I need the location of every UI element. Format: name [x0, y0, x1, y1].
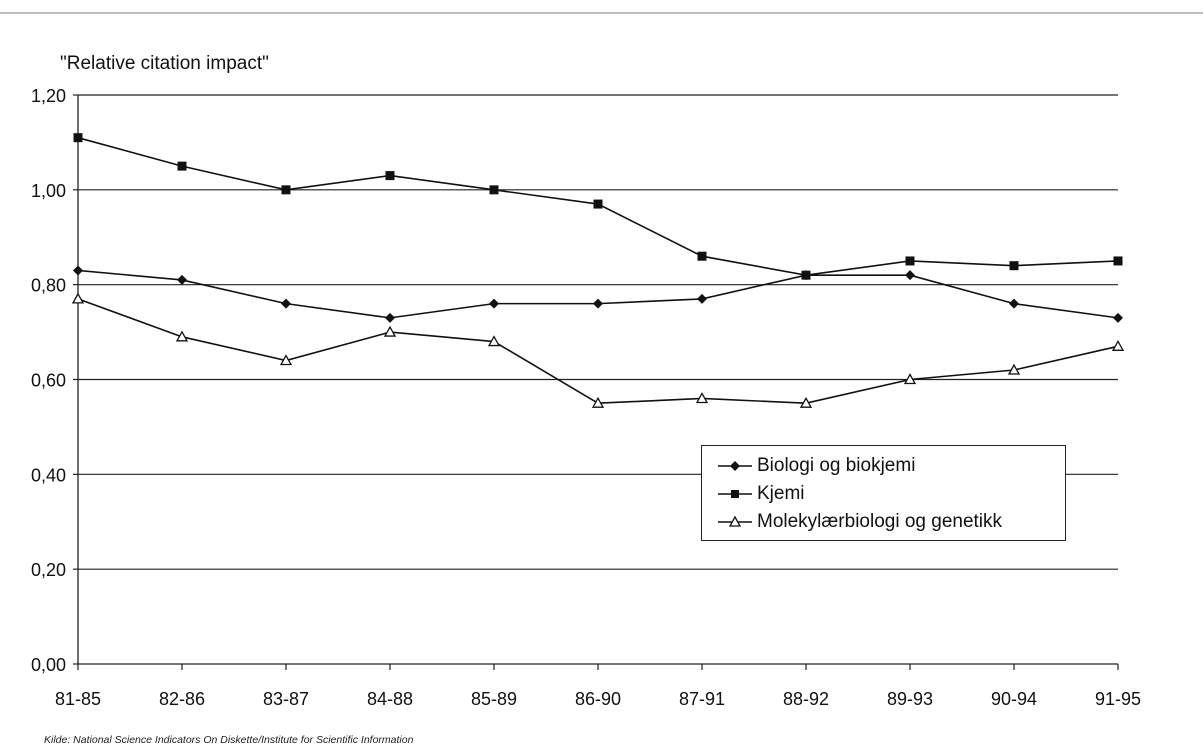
- gridlines: [73, 94, 1119, 670]
- data-point: [489, 298, 499, 309]
- data-point: [697, 251, 707, 261]
- y-tick-label: 0,20: [31, 560, 66, 580]
- data-point: [905, 270, 915, 281]
- data-point: [593, 199, 603, 209]
- x-tick-label: 83-87: [263, 689, 309, 709]
- top-divider: [0, 12, 1203, 14]
- data-point: [799, 396, 813, 408]
- x-tick-label: 86-90: [575, 689, 621, 709]
- y-axis-tick-labels: 0,00 0,20 0,40 0,60 0,80 1,00 1,20: [31, 86, 66, 675]
- chart-title: "Relative citation impact": [60, 53, 269, 74]
- data-point: [1113, 312, 1123, 323]
- x-axis-tick-labels: 81-85 82-86 83-87 84-88 85-89 86-90 87-91 88-92…: [55, 689, 1141, 709]
- series-1: [73, 133, 1123, 280]
- data-point: [905, 256, 915, 266]
- data-point: [175, 330, 189, 342]
- square-marker-icon: [718, 490, 752, 498]
- data-point: [177, 274, 187, 285]
- x-tick-label: 82-86: [159, 689, 205, 709]
- legend-item-biologi: Biologi og biokjemi: [716, 452, 915, 480]
- x-tick-label: 89-93: [887, 689, 933, 709]
- x-tick-label: 88-92: [783, 689, 829, 709]
- data-point: [903, 373, 917, 385]
- x-tick-label: 84-88: [367, 689, 413, 709]
- y-tick-label: 0,60: [31, 371, 66, 391]
- data-point: [279, 354, 293, 366]
- data-point: [73, 133, 83, 143]
- y-tick-label: 0,80: [31, 276, 66, 296]
- series-line: [77, 298, 1119, 405]
- x-tick-label: 87-91: [679, 689, 725, 709]
- data-point: [281, 185, 291, 195]
- legend-item-kjemi: Kjemi: [716, 480, 805, 508]
- legend-label: Biologi og biokjemi: [757, 455, 916, 476]
- x-tick-label: 85-89: [471, 689, 517, 709]
- series-line: [77, 269, 1119, 319]
- data-point: [697, 293, 707, 304]
- legend-item-molekylaerbiologi: Molekylærbiologi og genetikk: [716, 508, 1002, 536]
- data-point: [1009, 298, 1019, 309]
- data-point: [489, 185, 499, 195]
- x-tick-label: 90-94: [991, 689, 1037, 709]
- data-point: [593, 298, 603, 309]
- data-point: [281, 298, 291, 309]
- data-point: [1009, 261, 1019, 271]
- data-point: [1113, 256, 1123, 266]
- x-tick-label: 91-95: [1095, 689, 1141, 709]
- y-tick-label: 0,00: [31, 655, 66, 675]
- data-point: [695, 392, 709, 404]
- series-group: [71, 133, 1125, 408]
- data-point: [801, 270, 811, 280]
- legend-label: Kjemi: [757, 483, 805, 504]
- data-point: [177, 161, 187, 171]
- data-point: [71, 292, 85, 304]
- y-tick-label: 1,00: [31, 181, 66, 201]
- data-point: [383, 325, 397, 337]
- y-tick-label: 0,40: [31, 465, 66, 485]
- series-2: [71, 292, 1125, 408]
- triangle-marker-icon: [718, 515, 752, 527]
- y-tick-label: 1,20: [31, 86, 66, 106]
- data-point: [385, 312, 395, 323]
- chart-legend: Biologi og biokjemi Kjemi Molekylærbiolo…: [701, 445, 1066, 541]
- data-point: [1111, 339, 1125, 351]
- data-point: [591, 396, 605, 408]
- data-point: [73, 265, 83, 276]
- source-note: Kilde: National Science Indicators On Di…: [44, 734, 414, 746]
- diamond-marker-icon: [718, 461, 752, 471]
- data-point: [487, 335, 501, 347]
- data-point: [385, 171, 395, 181]
- legend-label: Molekylærbiologi og genetikk: [757, 511, 1003, 532]
- series-0: [73, 265, 1123, 323]
- x-tick-label: 81-85: [55, 689, 101, 709]
- data-point: [1007, 363, 1021, 375]
